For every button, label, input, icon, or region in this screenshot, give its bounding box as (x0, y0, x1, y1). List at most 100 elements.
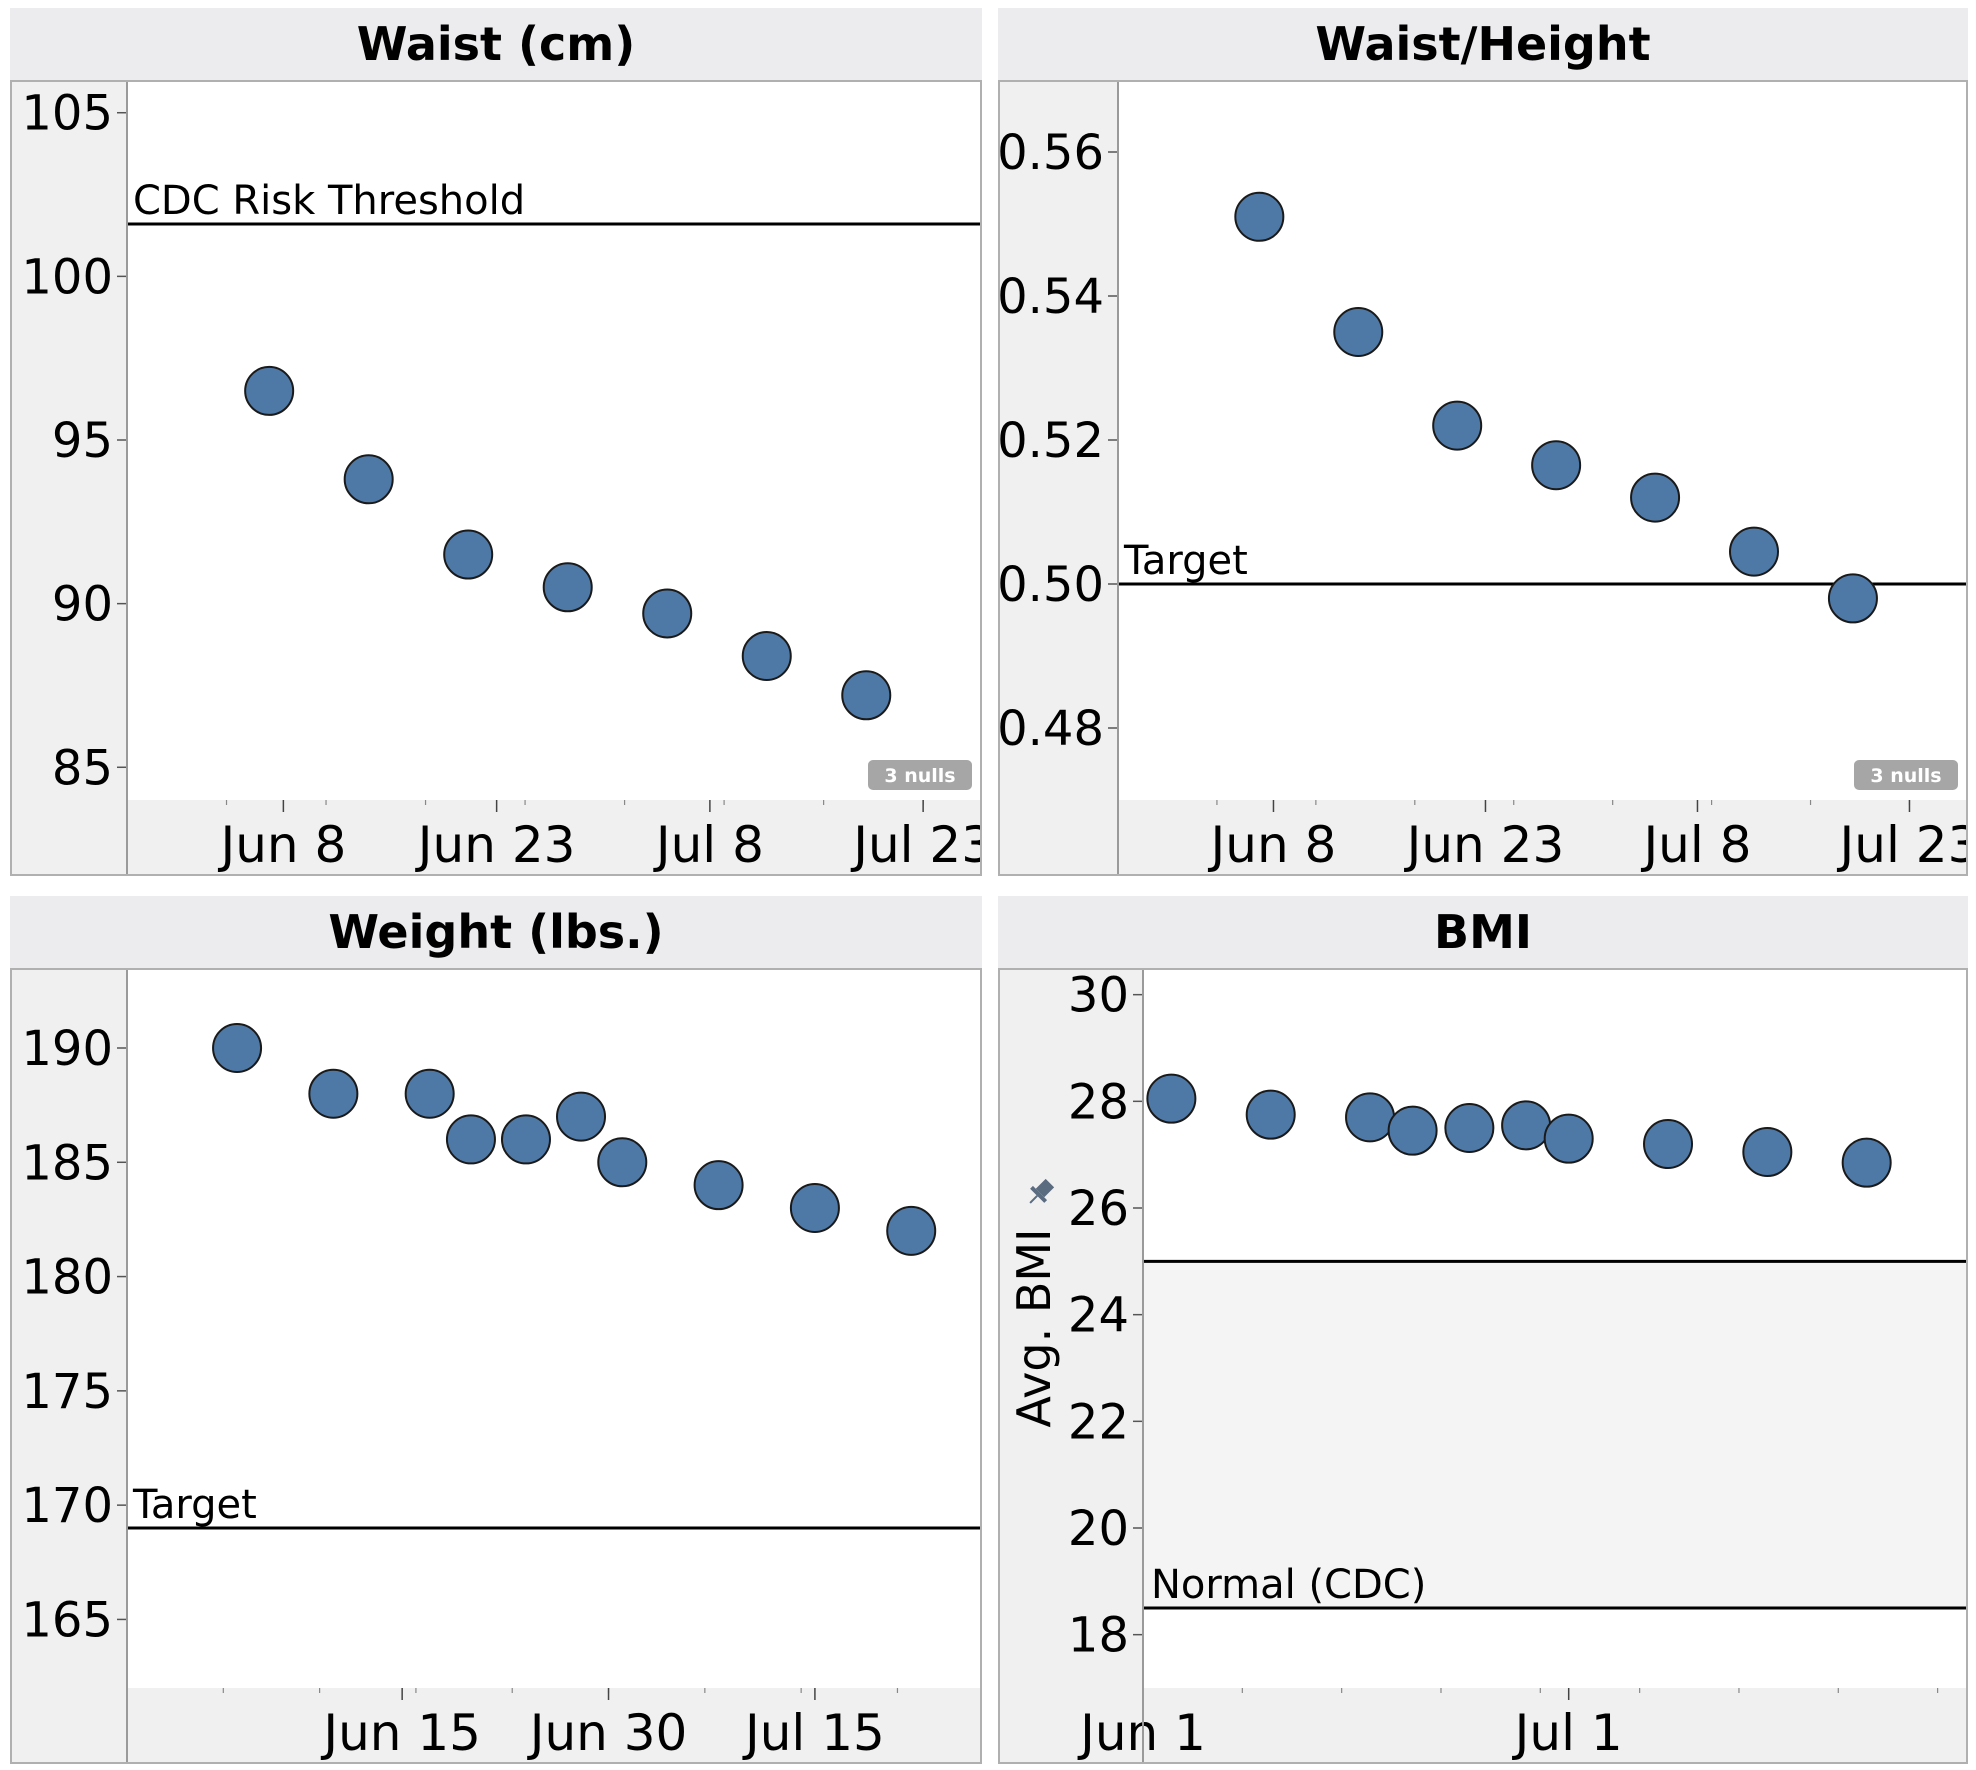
x-tick-label: Jun 30 (527, 1704, 688, 1762)
chart-waist: CDC Risk Threshold 85 90 95 100 105 Jun 8 Jun 2… (10, 80, 982, 876)
data-point (212, 1023, 263, 1073)
chart-waist-height: Target 0.48 0.50 0.52 0.54 0.56 Jun 8 Jun 23 Jul… (998, 80, 1968, 876)
x-axis-area (10, 800, 982, 876)
x-tick-label: Jun 23 (1404, 816, 1565, 874)
data-point (556, 1091, 607, 1142)
panel-waist-height: Waist/Height Target 0.48 0.50 0.52 0.54 0.56 J… (998, 8, 1968, 878)
y-tick-label: 85 (52, 740, 113, 796)
y-tick-label: 0.48 (998, 701, 1104, 757)
data-point (1643, 1119, 1694, 1169)
reference-band-label: Normal (CDC) (1151, 1562, 1426, 1608)
data-point (597, 1137, 648, 1188)
data-point (1742, 1127, 1793, 1177)
panel-title: Waist (cm) (10, 8, 982, 80)
y-tick-label: 0.54 (998, 269, 1104, 325)
data-point (741, 631, 792, 681)
data-point (1432, 400, 1483, 451)
data-point (1841, 1137, 1892, 1188)
y-tick-label: 100 (21, 249, 113, 305)
data-point (642, 588, 693, 639)
y-tick-label: 105 (21, 86, 113, 142)
chart-weight: Target 165 170 175 180 185 190 Jun 15 Jun 30 Jul … (10, 968, 982, 1764)
y-tick-label: 26 (1068, 1181, 1129, 1237)
plot-area (127, 80, 980, 800)
data-point (1827, 573, 1878, 624)
x-tick-label: Jul 8 (653, 816, 764, 874)
data-point (1501, 1100, 1552, 1151)
panel-title: Waist/Height (998, 8, 1968, 80)
reference-band (1143, 1261, 1966, 1608)
x-tick-label: Jun 23 (415, 816, 576, 874)
pin-icon (1029, 1178, 1055, 1204)
data-point (1729, 526, 1779, 577)
y-tick-label: 0.56 (998, 125, 1104, 181)
nulls-badge (868, 760, 972, 790)
data-point (1630, 472, 1681, 523)
data-point (1444, 1103, 1495, 1153)
panel-weight: Weight (lbs.) Target 165 170 175 180 185 190 Ju… (10, 896, 982, 1766)
panel-border (10, 968, 982, 1764)
x-tick-label: Jun 8 (1208, 816, 1337, 874)
data-point (789, 1183, 840, 1233)
y-axis-title: Avg. BMI (1007, 1228, 1061, 1427)
reference-line-label: Target (132, 1482, 257, 1528)
y-tick-label: 165 (21, 1592, 113, 1648)
data-point (1543, 1113, 1594, 1164)
y-tick-label: 0.52 (998, 413, 1104, 469)
data-point (1345, 1092, 1396, 1143)
x-tick-label: Jul 1 (1512, 1704, 1623, 1762)
x-tick-label: Jun 15 (320, 1704, 481, 1762)
y-tick-label: 170 (21, 1478, 113, 1534)
x-tick-label: Jun 1 (1077, 1704, 1206, 1762)
data-point (1531, 440, 1582, 491)
data-point (443, 529, 494, 580)
data-point (542, 562, 593, 613)
panel-border (998, 968, 1968, 1764)
y-tick-label: 30 (1068, 968, 1129, 1024)
y-tick-label: 18 (1068, 1608, 1129, 1664)
x-tick-label: Jul 8 (1640, 816, 1751, 874)
nulls-badge (1854, 760, 1958, 790)
data-point (500, 1114, 551, 1165)
data-point (1387, 1105, 1438, 1156)
y-tick-label: 28 (1068, 1074, 1129, 1130)
x-tick-label: Jul 23 (1837, 816, 1968, 874)
y-axis-area (10, 968, 127, 1764)
data-point (445, 1114, 496, 1165)
y-tick-label: 90 (52, 577, 113, 633)
y-tick-label: 22 (1068, 1394, 1129, 1450)
data-point (1146, 1073, 1197, 1124)
data-point (693, 1160, 744, 1211)
reference-line-label: CDC Risk Threshold (133, 178, 525, 224)
x-axis-area (998, 1688, 1968, 1764)
reference-line-label: Target (1123, 538, 1248, 584)
data-point (308, 1068, 359, 1119)
chart-bmi: Normal (CDC) 18 20 22 24 26 28 30 Jun 1 Jul 1 Avg.… (998, 968, 1968, 1764)
y-tick-label: 24 (1068, 1288, 1129, 1344)
y-tick-label: 0.50 (998, 557, 1104, 613)
plot-area (127, 968, 980, 1688)
plot-area (1118, 80, 1966, 800)
x-axis-area (10, 1688, 982, 1764)
data-point (244, 365, 295, 416)
y-axis-area (998, 968, 1143, 1764)
panel-title: BMI (998, 896, 1968, 968)
y-tick-label: 175 (21, 1364, 113, 1420)
panel-title: Weight (lbs.) (10, 896, 982, 968)
y-tick-label: 180 (21, 1250, 113, 1306)
data-point (1333, 307, 1384, 357)
x-axis-area (998, 800, 1968, 876)
y-tick-label: 20 (1068, 1501, 1129, 1557)
data-point (1245, 1089, 1296, 1140)
nulls-badge-label: 3 nulls (884, 765, 955, 787)
x-tick-label: Jul 15 (742, 1704, 885, 1762)
data-point (841, 670, 892, 721)
y-axis-area (10, 80, 127, 876)
panel-border (10, 80, 982, 876)
panel-border (998, 80, 1968, 876)
y-tick-label: 190 (21, 1021, 113, 1077)
data-point (404, 1068, 455, 1119)
data-point (1234, 191, 1285, 242)
data-point (343, 454, 394, 505)
x-tick-label: Jun 8 (217, 816, 346, 874)
